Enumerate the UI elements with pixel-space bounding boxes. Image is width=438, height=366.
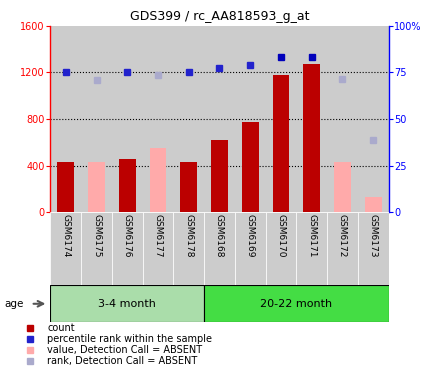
Bar (81, 26, 112, 212)
Bar (234, 212, 265, 285)
Text: GSM6173: GSM6173 (368, 214, 377, 258)
Bar (326, 26, 357, 212)
Text: GSM6177: GSM6177 (153, 214, 162, 258)
Bar (81, 212, 112, 285)
Bar (204, 285, 388, 322)
Bar (149, 148, 166, 212)
Title: GDS399 / rc_AA818593_g_at: GDS399 / rc_AA818593_g_at (130, 10, 308, 23)
Bar (272, 75, 289, 212)
Bar (180, 162, 197, 212)
Bar (265, 26, 296, 212)
Bar (234, 26, 265, 212)
Bar (57, 162, 74, 212)
Bar (50, 285, 204, 322)
Bar (88, 162, 105, 212)
Text: GSM6174: GSM6174 (61, 214, 70, 258)
Bar (50, 212, 81, 285)
Bar (357, 26, 388, 212)
Text: rank, Detection Call = ABSENT: rank, Detection Call = ABSENT (47, 355, 197, 366)
Bar (204, 26, 234, 212)
Bar (333, 162, 350, 212)
Text: 3-4 month: 3-4 month (98, 299, 156, 309)
Bar (112, 212, 142, 285)
Bar (142, 26, 173, 212)
Bar (173, 212, 204, 285)
Bar (296, 212, 326, 285)
Text: value, Detection Call = ABSENT: value, Detection Call = ABSENT (47, 344, 202, 355)
Bar (204, 212, 234, 285)
Text: GSM6169: GSM6169 (245, 214, 254, 258)
Bar (296, 26, 326, 212)
Bar (211, 140, 227, 212)
Text: GSM6172: GSM6172 (337, 214, 346, 258)
Text: GSM6168: GSM6168 (215, 214, 223, 258)
Text: age: age (4, 299, 24, 309)
Bar (119, 158, 135, 212)
Bar (241, 123, 258, 212)
Text: GSM6176: GSM6176 (123, 214, 131, 258)
Text: GSM6178: GSM6178 (184, 214, 193, 258)
Bar (265, 212, 296, 285)
Text: 20-22 month: 20-22 month (260, 299, 332, 309)
Bar (364, 197, 381, 212)
Bar (173, 26, 204, 212)
Text: GSM6170: GSM6170 (276, 214, 285, 258)
Bar (50, 26, 81, 212)
Bar (142, 212, 173, 285)
Text: percentile rank within the sample: percentile rank within the sample (47, 333, 212, 344)
Bar (357, 212, 388, 285)
Bar (112, 26, 142, 212)
Bar (303, 64, 319, 212)
Text: GSM6175: GSM6175 (92, 214, 101, 258)
Bar (326, 212, 357, 285)
Text: count: count (47, 322, 75, 333)
Text: GSM6171: GSM6171 (307, 214, 315, 258)
